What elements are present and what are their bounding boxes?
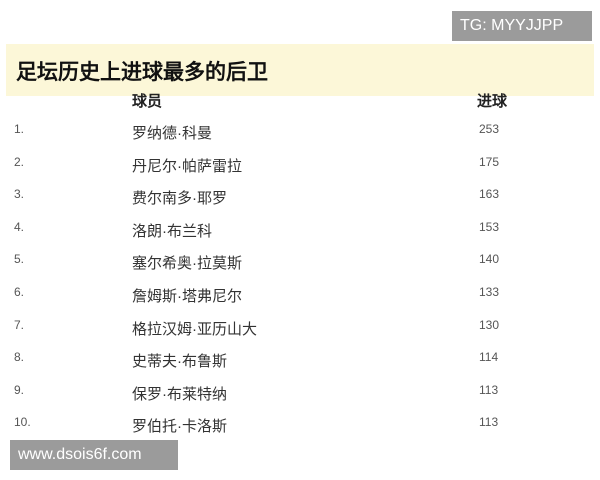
table-row: 9. 保罗·布莱特纳 113 [0,377,600,409]
rank-cell: 4. [14,219,25,234]
goals-cell: 140 [479,252,500,267]
table-row: 3. 费尔南多·耶罗 163 [0,181,600,213]
rank-cell: 1. [14,122,25,136]
table-row: 8. 史蒂夫·布鲁斯 114 [0,344,600,376]
rank-cell: 6. [14,285,25,299]
player-name-cell: 保罗·布莱特纳 [132,385,227,403]
rank-cell: 8. [14,350,25,365]
player-name-cell: 塞尔希奥·拉莫斯 [132,255,242,273]
rank-cell: 9. [14,382,25,397]
table-row: 6. 詹姆斯·塔弗尼尔 133 [0,279,600,311]
goals-cell: 175 [479,154,500,169]
column-header-goals: 进球 [477,93,508,110]
rank-cell: 3. [14,187,25,202]
goals-cell: 113 [479,415,499,430]
player-name-cell: 格拉汉姆·亚历山大 [132,320,257,338]
watermark-url: www.dsois6f.com [10,440,178,470]
goals-cell: 253 [479,122,500,136]
rank-cell: 7. [14,317,25,332]
goals-cell: 114 [479,350,499,365]
goals-cell: 153 [479,219,500,234]
watermark-tg: TG: MYYJJPP [452,11,592,41]
player-name-cell: 史蒂夫·布鲁斯 [132,353,227,371]
table-row: 7. 格拉汉姆·亚历山大 130 [0,312,600,344]
page-title: 足坛历史上进球最多的后卫 [16,61,268,84]
rank-cell: 10. [14,415,31,430]
table-row: 1. 罗纳德·科曼 253 [0,116,600,148]
goals-cell: 163 [479,187,500,202]
player-name-cell: 詹姆斯·塔弗尼尔 [132,288,242,305]
player-name-cell: 费尔南多·耶罗 [132,190,227,208]
table-row: 2. 丹尼尔·帕萨雷拉 175 [0,149,600,181]
column-header-player: 球员 [132,93,163,110]
goals-cell: 113 [479,382,499,397]
table-row: 4. 洛朗·布兰科 153 [0,214,600,246]
rank-cell: 2. [14,154,25,169]
player-name-cell: 罗纳德·科曼 [132,125,212,142]
player-name-cell: 罗伯托·卡洛斯 [132,418,227,436]
table-row: 5. 塞尔希奥·拉莫斯 140 [0,246,600,278]
player-name-cell: 丹尼尔·帕萨雷拉 [132,157,242,175]
table-row: 10. 罗伯托·卡洛斯 113 [0,409,600,441]
player-name-cell: 洛朗·布兰科 [132,222,212,240]
goals-cell: 133 [479,285,500,299]
rank-cell: 5. [14,252,25,267]
title-band: 足坛历史上进球最多的后卫 [6,44,594,96]
goals-cell: 130 [479,317,500,332]
